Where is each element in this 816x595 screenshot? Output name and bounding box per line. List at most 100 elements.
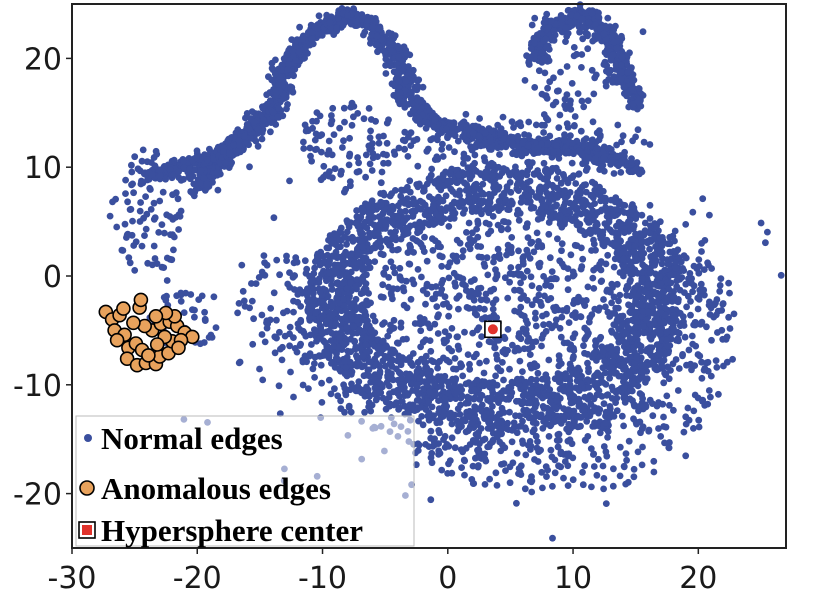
normal-edge-point (437, 196, 445, 204)
normal-edge-point (496, 198, 503, 206)
normal-edge-point (275, 104, 282, 112)
normal-edge-point (616, 291, 624, 299)
normal-edge-point (590, 90, 598, 98)
normal-edge-point (324, 292, 332, 300)
normal-edge-point (538, 242, 546, 249)
normal-edge-point (307, 152, 314, 160)
normal-edge-point (462, 380, 470, 388)
normal-edge-point (397, 356, 405, 364)
normal-edge-point (136, 207, 144, 215)
normal-edge-point (646, 141, 654, 148)
normal-edge-point (594, 209, 601, 216)
normal-edge-point (459, 417, 466, 424)
normal-edge-point (463, 229, 470, 236)
normal-edge-point (306, 314, 313, 322)
normal-edge-point (526, 255, 534, 262)
normal-edge-point (451, 444, 459, 452)
normal-edge-point (380, 191, 388, 199)
normal-edge-point (273, 316, 280, 324)
normal-edge-point (489, 438, 496, 446)
normal-edge-point (689, 288, 696, 296)
normal-edge-point (328, 329, 336, 337)
normal-edge-point (508, 234, 516, 241)
normal-edge-point (609, 211, 616, 219)
normal-edge-point (399, 218, 407, 225)
normal-edge-point (475, 324, 483, 331)
normal-edge-point (500, 376, 507, 384)
normal-edge-point (369, 312, 377, 320)
normal-edge-point (562, 216, 569, 224)
normal-edge-point (141, 232, 148, 240)
normal-edge-point (391, 151, 399, 158)
normal-edge-point (582, 436, 589, 444)
normal-edge-point (690, 425, 697, 432)
normal-edge-point (332, 320, 340, 328)
normal-edge-point (707, 393, 714, 401)
normal-edge-point (481, 305, 488, 313)
normal-edge-point (186, 165, 193, 173)
normal-edge-point (560, 474, 567, 482)
normal-edge-point (506, 365, 513, 373)
normal-edge-point (163, 254, 171, 262)
normal-edge-point (612, 399, 619, 406)
normal-edge-point (682, 420, 690, 428)
normal-edge-point (320, 162, 328, 170)
normal-edge-point (497, 410, 504, 418)
normal-edge-point (667, 271, 674, 279)
normal-edge-point (525, 118, 533, 126)
normal-edge-point (454, 427, 462, 435)
normal-edge-point (586, 218, 593, 226)
normal-edge-point (361, 307, 368, 315)
normal-edge-point (419, 421, 427, 429)
normal-edge-point (570, 44, 578, 51)
normal-edge-point (594, 369, 601, 377)
normal-edge-point (375, 133, 383, 141)
normal-edge-point (662, 311, 669, 319)
normal-edge-point (625, 243, 633, 251)
normal-edge-point (444, 470, 451, 477)
normal-edge-point (659, 400, 667, 408)
normal-edge-point (459, 247, 467, 255)
normal-edge-point (514, 120, 522, 128)
normal-edge-point (396, 208, 404, 215)
normal-edge-point (334, 290, 342, 297)
normal-edge-point (481, 435, 489, 443)
normal-edge-point (418, 273, 425, 281)
normal-edge-point (639, 443, 646, 451)
normal-edge-point (148, 171, 156, 179)
normal-edge-point (531, 403, 539, 411)
normal-edge-point (606, 313, 614, 320)
normal-edge-point (470, 353, 478, 361)
normal-edge-point (325, 261, 333, 269)
normal-edge-point (479, 180, 487, 188)
normal-edge-point (406, 401, 414, 409)
normal-edge-point (344, 219, 351, 227)
normal-edge-point (609, 482, 617, 490)
normal-edge-point (451, 355, 459, 362)
normal-edge-point (346, 134, 353, 142)
normal-edge-point (423, 282, 431, 290)
normal-edge-point (673, 277, 680, 285)
normal-edge-point (375, 378, 382, 385)
normal-edge-point (399, 284, 407, 292)
normal-edge-point (448, 325, 456, 332)
normal-edge-point (388, 291, 395, 299)
normal-edge-point (158, 221, 166, 229)
normal-edge-point (574, 208, 582, 216)
normal-edge-point (422, 300, 429, 308)
normal-edge-point (284, 280, 292, 288)
normal-edge-point (382, 362, 389, 370)
normal-edge-point (457, 401, 464, 409)
normal-edge-point (437, 243, 444, 251)
normal-edge-point (522, 451, 530, 459)
normal-edge-point (531, 84, 539, 91)
normal-edge-point (560, 202, 568, 210)
normal-edge-point (259, 103, 266, 111)
normal-edge-point (701, 237, 709, 244)
normal-edge-point (580, 342, 587, 350)
normal-edge-point (657, 246, 664, 254)
normal-edge-point (326, 168, 333, 175)
normal-edge-point (587, 445, 595, 452)
normal-edge-point (555, 87, 562, 95)
normal-edge-point (688, 332, 696, 340)
